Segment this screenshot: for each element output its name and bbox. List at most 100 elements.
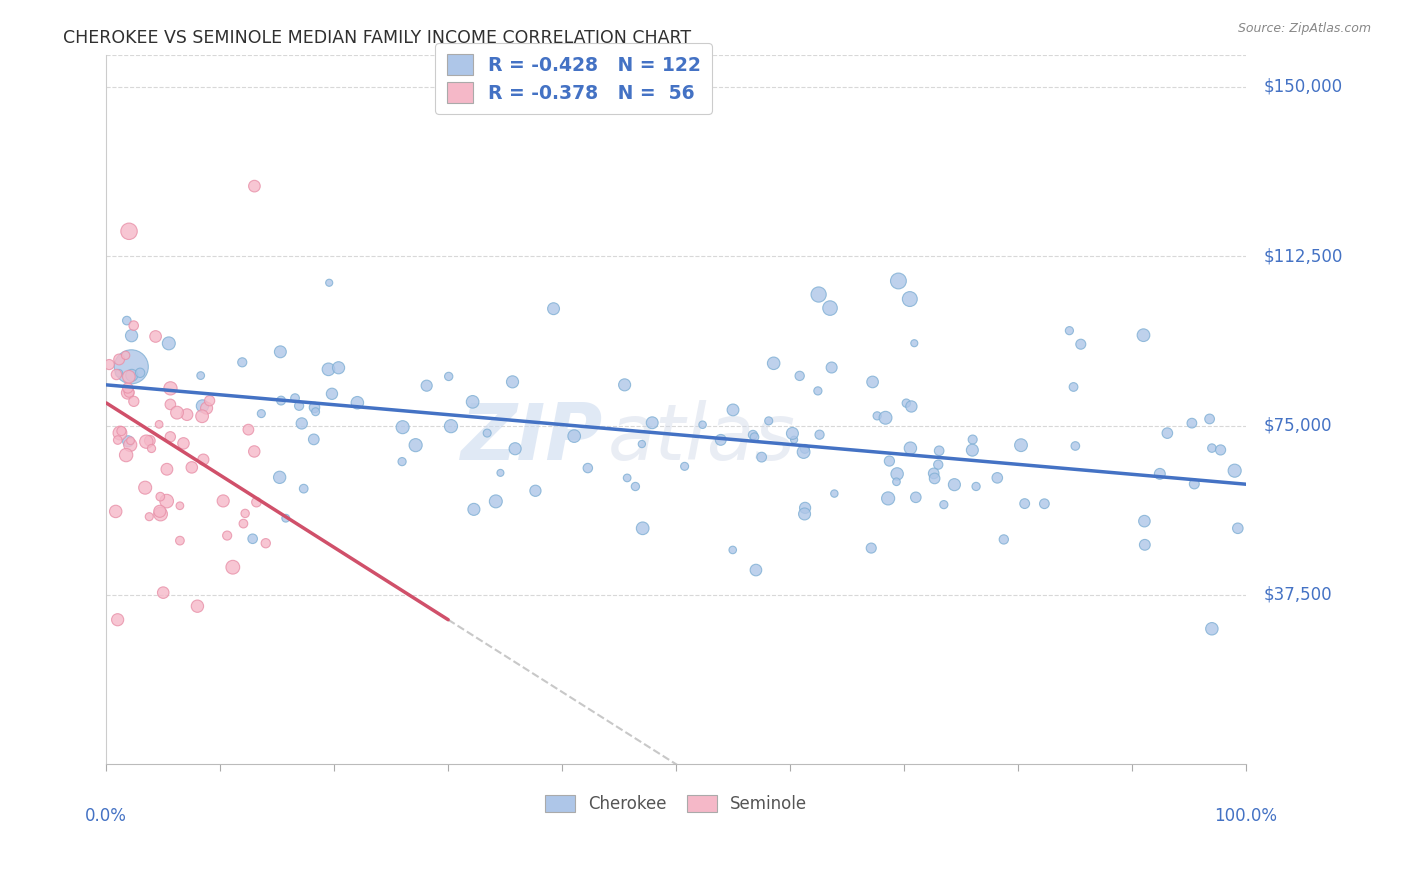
Point [631,521,654,535]
Point [391,455,413,469]
Point [156,494,179,508]
Point [243,444,266,458]
Point [986,471,1008,485]
Point [1223,464,1246,478]
Point [110,424,132,438]
Point [904,491,927,505]
Point [318,362,340,376]
Point [887,274,910,288]
Point [138,509,160,524]
Point [928,443,950,458]
Point [794,500,817,515]
Point [1181,416,1204,430]
Point [117,385,139,400]
Point [190,368,212,383]
Point [927,458,949,472]
Text: $150,000: $150,000 [1263,78,1343,95]
Point [879,454,901,468]
Point [860,541,883,555]
Point [105,368,128,382]
Point [762,356,785,370]
Point [321,386,343,401]
Legend: Cherokee, Seminole: Cherokee, Seminole [538,789,814,820]
Point [1133,538,1156,552]
Point [624,479,647,493]
Point [818,301,841,315]
Point [1070,337,1092,351]
Point [391,420,413,434]
Point [440,419,463,434]
Point [783,433,806,447]
Point [176,408,198,422]
Point [114,348,136,362]
Point [900,400,922,414]
Point [576,461,599,475]
Point [269,470,291,484]
Point [862,375,884,389]
Point [922,467,945,481]
Point [98,358,121,372]
Point [122,394,145,409]
Point [186,599,208,614]
Point [159,430,181,444]
Point [118,224,141,238]
Point [793,445,815,459]
Text: 0.0%: 0.0% [86,807,127,825]
Point [288,399,311,413]
Point [269,344,291,359]
Point [180,460,202,475]
Point [1014,497,1036,511]
Point [242,532,264,546]
Point [793,507,815,521]
Point [932,498,955,512]
Point [254,536,277,550]
Point [304,405,326,419]
Point [900,441,922,455]
Point [943,477,966,491]
Point [993,533,1015,547]
Point [120,434,142,448]
Point [122,318,145,333]
Point [346,395,368,409]
Point [1201,622,1223,636]
Point [149,504,172,518]
Point [1133,514,1156,528]
Point [877,491,900,506]
Point [302,433,325,447]
Point [721,543,744,558]
Point [250,407,273,421]
Point [562,429,585,443]
Point [318,276,340,290]
Point [543,301,565,316]
Text: Source: ZipAtlas.com: Source: ZipAtlas.com [1237,22,1371,36]
Point [222,560,245,574]
Point [641,416,664,430]
Point [405,438,427,452]
Point [807,384,830,398]
Point [673,459,696,474]
Point [117,381,139,395]
Point [896,396,918,410]
Point [292,482,315,496]
Point [758,414,780,428]
Point [149,490,172,504]
Point [107,433,129,447]
Point [193,452,215,467]
Point [233,507,256,521]
Point [159,381,181,395]
Point [238,423,260,437]
Point [782,426,804,441]
Point [120,359,142,374]
Point [191,409,214,424]
Point [232,516,254,531]
Point [231,355,253,369]
Point [613,377,636,392]
Point [243,179,266,194]
Point [121,368,143,383]
Point [962,433,984,447]
Point [886,467,908,481]
Point [217,528,239,542]
Point [823,486,845,500]
Point [1156,426,1178,441]
Point [157,336,180,351]
